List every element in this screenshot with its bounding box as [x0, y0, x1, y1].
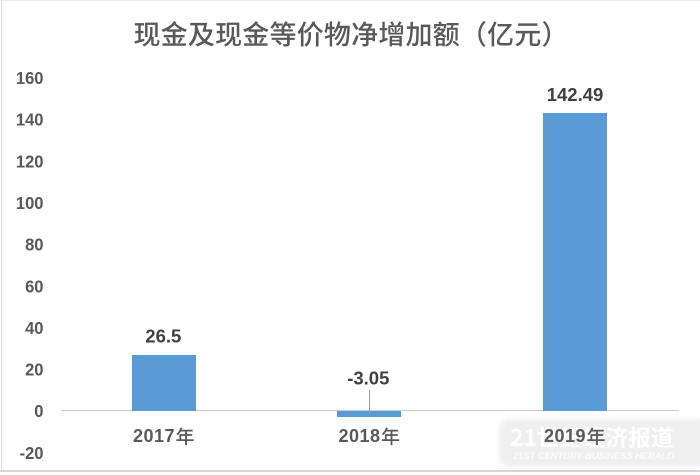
svg-text:142.49: 142.49 [547, 84, 604, 105]
svg-text:2017: 2017 [133, 426, 175, 446]
svg-text:2019: 2019 [544, 426, 586, 446]
svg-text:0: 0 [34, 401, 43, 422]
svg-text:26.5: 26.5 [145, 325, 181, 346]
svg-text:-3.05: -3.05 [347, 368, 389, 389]
svg-text:80: 80 [25, 234, 43, 255]
svg-text:60: 60 [25, 276, 43, 297]
svg-text:21ST CENTURY BUSINESS HERALD: 21ST CENTURY BUSINESS HERALD [512, 451, 674, 461]
svg-text:120: 120 [16, 151, 44, 172]
svg-text:40: 40 [25, 317, 43, 338]
svg-text:140: 140 [16, 109, 44, 130]
svg-text:160: 160 [16, 67, 44, 88]
svg-text:100: 100 [16, 192, 44, 213]
svg-text:20: 20 [25, 359, 43, 380]
svg-text:-20: -20 [20, 442, 44, 460]
svg-text:2018: 2018 [339, 426, 381, 446]
